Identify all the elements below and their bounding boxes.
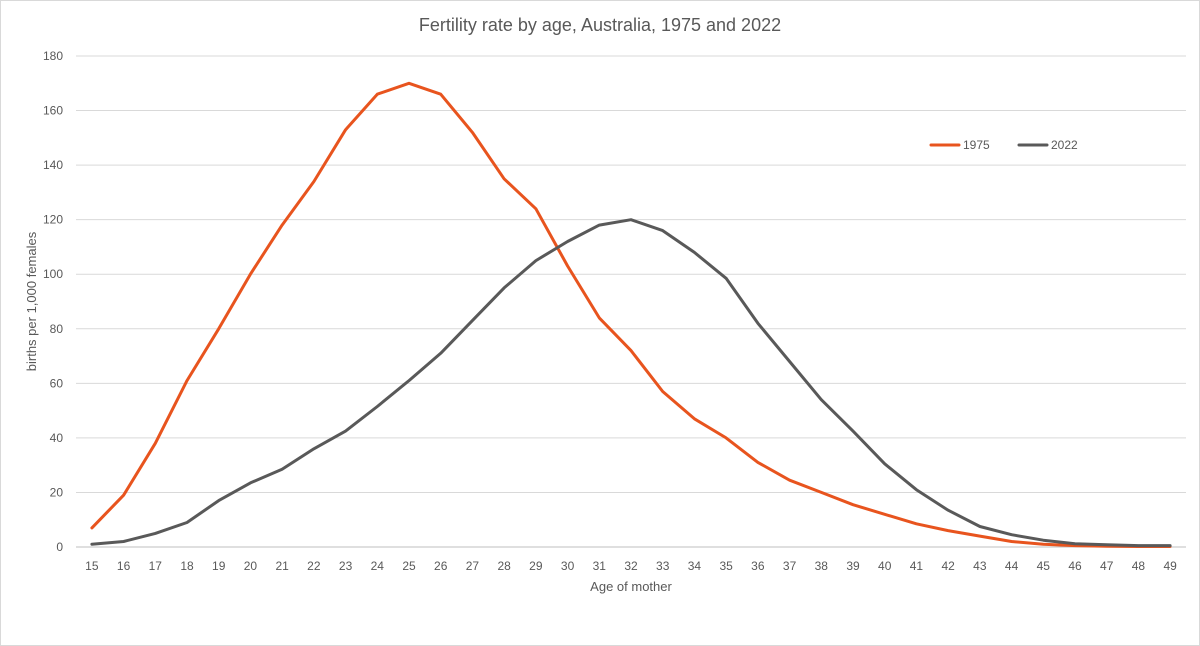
y-tick-label: 160: [43, 104, 63, 118]
y-tick-label: 20: [50, 485, 64, 499]
x-tick-label: 26: [434, 559, 448, 573]
x-tick-label: 27: [466, 559, 480, 573]
x-tick-label: 24: [371, 559, 385, 573]
x-tick-label: 16: [117, 559, 131, 573]
x-tick-label: 37: [783, 559, 797, 573]
y-axis-title: births per 1,000 females: [24, 231, 39, 371]
x-tick-label: 44: [1005, 559, 1019, 573]
x-tick-label: 36: [751, 559, 765, 573]
x-axis-ticks: 15 16 17 18 19 20 21 22 23 24 25 26 27 28 29 30 31 32 33 34…: [85, 559, 1177, 573]
x-tick-label: 20: [244, 559, 258, 573]
x-tick-label: 48: [1132, 559, 1146, 573]
y-tick-label: 60: [50, 376, 64, 390]
gridlines: [76, 55, 1186, 548]
x-tick-label: 23: [339, 559, 353, 573]
series-lines: [90, 81, 1172, 548]
legend-label: 2022: [1051, 138, 1078, 152]
x-tick-label: 28: [497, 559, 511, 573]
x-tick-label: 49: [1163, 559, 1177, 573]
y-tick-label: 40: [50, 431, 64, 445]
y-tick-label: 0: [56, 540, 63, 554]
x-tick-label: 34: [688, 559, 702, 573]
x-tick-label: 19: [212, 559, 226, 573]
y-tick-label: 100: [43, 267, 63, 281]
x-tick-label: 45: [1037, 559, 1051, 573]
y-tick-label: 180: [43, 49, 63, 63]
y-tick-label: 120: [43, 213, 63, 227]
x-tick-label: 29: [529, 559, 543, 573]
x-tick-label: 40: [878, 559, 892, 573]
x-tick-label: 41: [910, 559, 924, 573]
x-tick-label: 35: [719, 559, 733, 573]
x-tick-label: 30: [561, 559, 575, 573]
series-line-2022: [90, 218, 1172, 548]
x-tick-label: 17: [149, 559, 163, 573]
x-tick-label: 47: [1100, 559, 1114, 573]
y-tick-label: 140: [43, 158, 63, 172]
x-tick-label: 33: [656, 559, 670, 573]
x-tick-label: 21: [275, 559, 289, 573]
x-tick-label: 32: [624, 559, 638, 573]
y-axis-ticks: 0 20 40 60 80 100 120 140 160 180: [43, 49, 63, 554]
chart-title: Fertility rate by age, Australia, 1975 a…: [418, 15, 782, 35]
x-tick-label: 39: [846, 559, 860, 573]
x-tick-label: 46: [1068, 559, 1082, 573]
legend-label: 1975: [963, 138, 990, 152]
x-tick-label: 25: [402, 559, 416, 573]
legend: 1975 2022: [929, 138, 1078, 152]
y-tick-label: 80: [50, 322, 64, 336]
x-tick-label: 38: [815, 559, 829, 573]
x-tick-label: 42: [941, 559, 955, 573]
x-tick-label: 31: [593, 559, 607, 573]
x-tick-label: 15: [85, 559, 99, 573]
x-tick-label: 22: [307, 559, 321, 573]
x-tick-label: 43: [973, 559, 987, 573]
x-tick-label: 18: [180, 559, 194, 573]
series-line-1975: [90, 81, 1172, 548]
x-axis-title: Age of mother: [590, 579, 672, 594]
